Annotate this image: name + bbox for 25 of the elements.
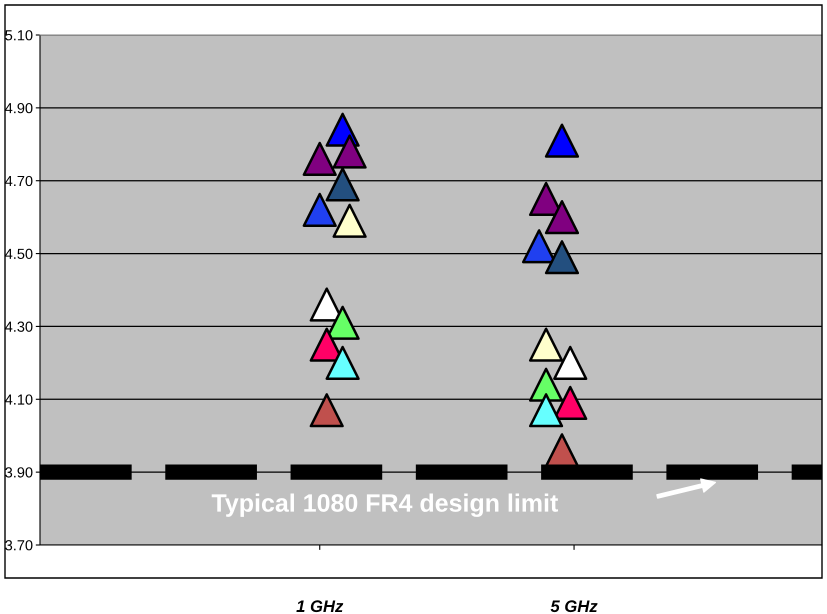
y-tick-label: 5.10 [5,30,32,40]
point [528,328,564,362]
point [544,124,580,158]
point [302,142,337,176]
point [310,393,344,428]
point [326,167,360,202]
point [544,200,580,234]
y-tick-label: 4.30 [5,322,32,332]
point [326,346,360,380]
y-tick-label: 3.90 [5,467,32,478]
point [553,346,588,380]
point [528,393,564,428]
y-tick-label: 4.90 [5,102,32,114]
x-tick-label: 1 GHz [296,600,344,612]
y-tick-label: 4.10 [5,394,32,405]
y-tick-label: 4.50 [5,248,32,259]
y-tick-label: 4.70 [5,176,32,186]
y-tick-label: 3.70 [5,540,32,550]
point [332,134,367,169]
annotation: Typical 1080 FR4 design limit [212,494,558,517]
x-tick-label: 5 GHz [550,600,598,612]
point [302,192,337,227]
point [528,368,564,402]
point [544,240,580,274]
point [332,204,367,238]
